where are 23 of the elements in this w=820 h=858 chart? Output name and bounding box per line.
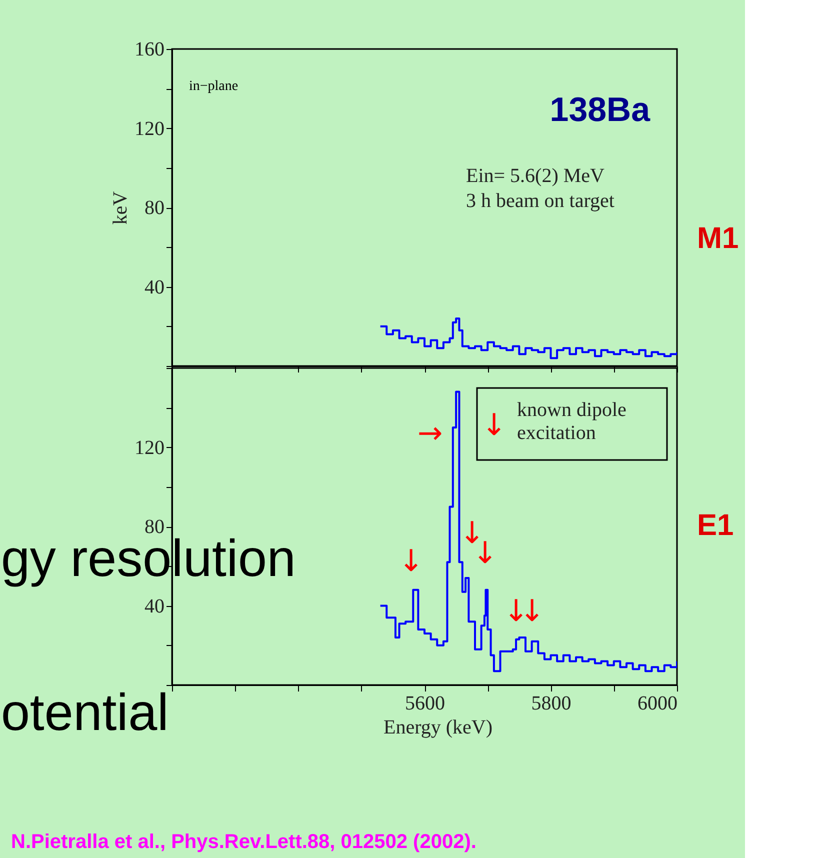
annotation: 3 h beam on target [466, 190, 615, 212]
x-tick-label: 6000 [638, 692, 678, 714]
annotation: ↓ [398, 544, 424, 579]
y-tick-label: 120 [134, 436, 164, 459]
annotation: → [417, 416, 443, 451]
annotation: ↓ [481, 408, 507, 443]
x-tick-label: 5600 [405, 692, 445, 714]
text: M1 [697, 222, 739, 255]
text: otential [1, 684, 169, 742]
annotation: Ein= 5.6(2) MeV [466, 165, 606, 187]
y-tick-label: 160 [134, 38, 164, 60]
text: N.Pietralla et al., Phys.Rev.Lett.88, 012502 (2002). [11, 831, 476, 853]
x-tick-label: 5800 [531, 692, 572, 714]
annotation: known dipole excitation [517, 399, 627, 444]
y-tick-label: 40 [144, 276, 164, 298]
y-tick-label: 80 [144, 197, 164, 219]
x-axis-title: Energy (keV) [384, 716, 493, 738]
text: E1 [697, 509, 734, 542]
annotation: in−plane [189, 79, 238, 94]
y-tick-label: 120 [134, 118, 164, 140]
y-tick-label: 40 [144, 595, 164, 618]
annotation: 138Ba [550, 91, 652, 129]
y-axis-title: keV [110, 190, 132, 225]
